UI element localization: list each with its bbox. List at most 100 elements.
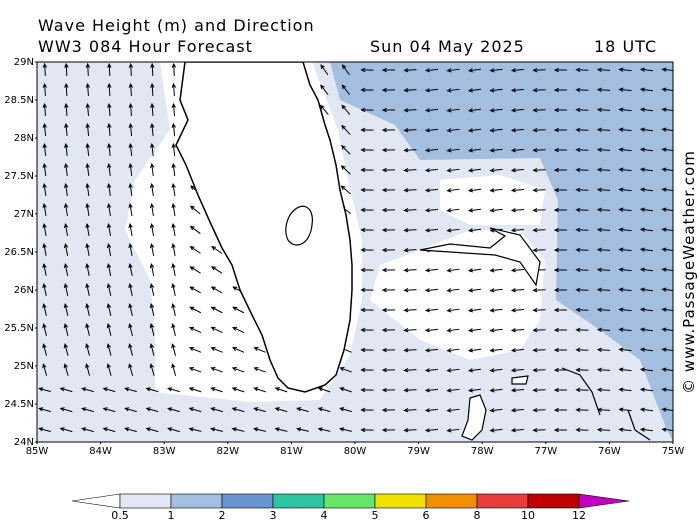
arrow xyxy=(102,407,116,413)
arrow xyxy=(424,208,439,213)
arrow xyxy=(618,387,632,392)
arrow xyxy=(167,427,180,433)
arrow xyxy=(339,367,352,373)
legend-label: 2 xyxy=(219,509,226,522)
arrow xyxy=(639,307,654,312)
arrow xyxy=(661,67,673,72)
arrow xyxy=(575,407,589,413)
lake xyxy=(285,205,313,246)
arrow xyxy=(489,68,503,73)
arrow xyxy=(575,127,589,133)
arrow xyxy=(532,387,546,393)
arrow xyxy=(639,347,654,352)
arrow xyxy=(446,388,460,393)
arrow xyxy=(339,387,352,393)
arrow xyxy=(639,267,654,272)
arrow xyxy=(596,87,611,92)
arrow xyxy=(360,187,374,193)
arrow xyxy=(210,286,223,294)
arrow xyxy=(171,182,176,197)
arrow xyxy=(149,162,155,177)
arrow xyxy=(424,348,439,353)
arrow xyxy=(171,242,176,256)
arrow xyxy=(575,147,589,153)
arrow xyxy=(319,104,329,115)
arrow xyxy=(639,147,654,152)
arrow xyxy=(210,427,223,432)
arrow xyxy=(661,227,673,232)
arrow xyxy=(85,202,90,217)
arrow xyxy=(446,268,460,273)
arrow xyxy=(467,368,482,373)
lat-label: 27.5N xyxy=(4,171,34,182)
arrow xyxy=(403,267,417,273)
arrow xyxy=(661,187,673,192)
arrow xyxy=(489,168,503,173)
arrow xyxy=(446,308,460,313)
arrow xyxy=(661,407,673,412)
arrow xyxy=(575,307,589,313)
arrow xyxy=(381,67,396,73)
arrow xyxy=(189,326,202,333)
date: Sun 04 May 2025 xyxy=(370,37,525,56)
arrow xyxy=(575,67,589,73)
arrow xyxy=(424,428,439,433)
arrow xyxy=(446,148,460,153)
arrow xyxy=(510,368,525,373)
arrow xyxy=(532,307,546,313)
arrow xyxy=(532,207,546,213)
arrow xyxy=(489,108,503,113)
arrow xyxy=(171,323,176,336)
arrow xyxy=(403,387,417,393)
arrow xyxy=(553,387,568,393)
arrow xyxy=(424,108,439,113)
arrow xyxy=(42,82,48,97)
arrow xyxy=(446,328,460,333)
arrow xyxy=(360,67,374,73)
arrow xyxy=(403,427,417,433)
arrow xyxy=(489,428,503,433)
arrow xyxy=(360,287,374,293)
arrow xyxy=(63,162,69,177)
arrow xyxy=(661,147,673,152)
arrows xyxy=(38,62,673,433)
arrow xyxy=(253,367,266,373)
arrow xyxy=(150,62,155,77)
arrow xyxy=(596,147,611,152)
arrow xyxy=(171,343,177,356)
arrow xyxy=(639,167,654,172)
arrow xyxy=(661,307,673,312)
arrow xyxy=(59,427,73,433)
arrow xyxy=(553,67,568,73)
arrow xyxy=(596,247,611,252)
arrow xyxy=(596,67,611,72)
arrow xyxy=(639,247,654,252)
arrow xyxy=(403,407,417,413)
arrow xyxy=(85,222,90,236)
lon-label: 75W xyxy=(662,446,685,457)
arrow xyxy=(107,82,112,97)
arrow xyxy=(63,242,69,256)
arrow xyxy=(171,283,176,296)
legend-swatch xyxy=(425,493,478,509)
arrow xyxy=(424,368,439,373)
arrow xyxy=(553,267,568,273)
arrow xyxy=(510,348,525,353)
arrow xyxy=(296,427,309,432)
arrow xyxy=(107,142,112,157)
arrow xyxy=(42,142,47,157)
arrow xyxy=(63,222,69,236)
island xyxy=(419,227,541,287)
arrow xyxy=(403,167,417,173)
arrow xyxy=(489,388,503,393)
arrow xyxy=(424,388,439,393)
lat-label: 26.5N xyxy=(4,247,34,258)
arrow xyxy=(360,347,374,353)
arrow xyxy=(188,427,202,432)
arrow xyxy=(232,306,245,314)
arrow xyxy=(128,182,133,197)
arrow xyxy=(42,62,48,77)
arrow xyxy=(360,407,374,413)
arrow xyxy=(274,407,288,413)
arrow xyxy=(489,328,503,333)
